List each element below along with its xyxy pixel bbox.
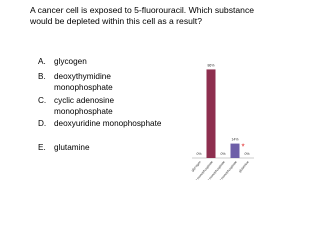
correct-marker: * <box>241 143 244 152</box>
option-text: glycogen <box>54 57 87 66</box>
option-letter: D. <box>38 119 47 128</box>
bar <box>206 69 216 158</box>
x-tick-label: glycogen <box>190 160 201 173</box>
bar <box>230 143 240 158</box>
value-label: 86% <box>207 63 214 67</box>
question: A cancer cell is exposed to 5-fluorourac… <box>30 5 255 26</box>
option-text: cyclic adenosine monophosphate <box>54 96 115 116</box>
value-label: 0% <box>220 152 225 156</box>
value-label: 14% <box>231 138 238 142</box>
slide: A cancer cell is exposed to 5-fluorourac… <box>30 5 255 180</box>
x-tick-label: glutamine <box>238 160 250 173</box>
option-text: deoxyuridine monophosphate <box>54 119 162 128</box>
option-letter: A. <box>38 57 46 66</box>
value-label: 0% <box>244 152 249 156</box>
option-text: deoxythymidine monophosphate <box>54 72 113 92</box>
option-text: glutamine <box>54 143 90 152</box>
option-letter: C. <box>38 96 47 105</box>
value-label: 0% <box>196 152 201 156</box>
option-letter: E. <box>38 143 46 152</box>
option-letter: B. <box>38 72 46 81</box>
